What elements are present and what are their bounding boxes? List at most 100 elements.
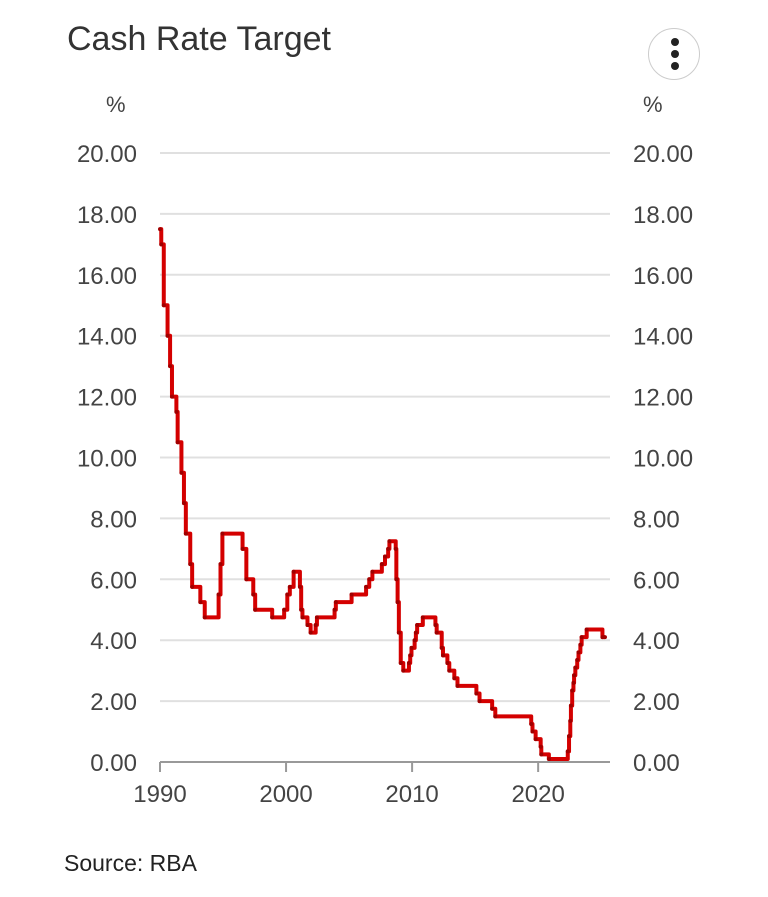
y-tick-label-right: 18.00 (633, 202, 693, 229)
data-point (313, 622, 318, 627)
y-tick-label-right: 12.00 (633, 385, 693, 412)
y-tick-label-left: 4.00 (90, 628, 137, 655)
data-point (308, 630, 313, 635)
data-point (568, 718, 573, 723)
data-point (445, 661, 450, 666)
data-point (567, 734, 572, 739)
data-point (386, 546, 391, 551)
data-point (401, 668, 406, 673)
y-tick-label-right: 2.00 (633, 689, 680, 716)
data-point (220, 531, 225, 536)
y-tick-label-right: 14.00 (633, 324, 693, 351)
data-point (474, 691, 479, 696)
x-tick-label: 2010 (385, 781, 438, 808)
line-chart: % % 0.00 0.00 2.00 2.00 4.00 4.00 6.00 6.00 8.00… (77, 92, 693, 808)
data-point (420, 615, 425, 620)
data-point (240, 546, 245, 551)
data-point (168, 364, 173, 369)
data-point (383, 554, 387, 559)
data-point (433, 622, 438, 627)
data-point (190, 584, 195, 589)
data-point (333, 600, 338, 605)
x-tick-label: 2000 (259, 781, 312, 808)
data-point (538, 744, 543, 749)
data-point (188, 562, 193, 567)
y-tick-label-left: 14.00 (77, 324, 137, 351)
rate-line (159, 227, 605, 761)
data-point (412, 638, 417, 643)
data-point (175, 440, 180, 445)
data-point (415, 622, 420, 627)
data-point (158, 227, 162, 232)
x-tick-label: 1990 (133, 781, 186, 808)
data-point (406, 661, 411, 666)
data-point (299, 607, 304, 612)
data-point (490, 706, 495, 711)
data-point (216, 592, 221, 597)
data-point (493, 714, 498, 719)
data-point (270, 615, 275, 620)
data-point (282, 607, 287, 612)
data-point (579, 635, 584, 640)
y-tick-label-left: 20.00 (77, 141, 137, 168)
data-point (409, 645, 414, 650)
data-point (396, 630, 401, 635)
data-point (332, 607, 337, 612)
data-point (394, 577, 399, 582)
data-point (452, 676, 457, 681)
data-point (530, 729, 535, 734)
y-tick-label-right: 4.00 (633, 628, 680, 655)
data-point (198, 600, 203, 605)
more-options-button[interactable] (648, 28, 700, 80)
data-point (387, 539, 392, 544)
y-tick-label-left: 12.00 (77, 385, 137, 412)
y-tick-label-left: 0.00 (90, 750, 137, 777)
data-point (447, 668, 452, 673)
y-tick-label-left: 10.00 (77, 446, 137, 473)
data-point (183, 531, 188, 536)
more-vertical-icon (671, 50, 679, 58)
data-point (439, 645, 444, 650)
data-point (572, 673, 577, 678)
data-point (253, 607, 258, 612)
more-vertical-icon (671, 62, 679, 70)
data-point (578, 642, 583, 647)
data-point (568, 703, 573, 708)
data-point (395, 600, 400, 605)
data-point (169, 394, 174, 399)
y-tick-label-right: 8.00 (633, 506, 680, 533)
y-tick-label-left: 6.00 (90, 567, 137, 594)
y-tick-label-right: 10.00 (633, 446, 693, 473)
data-point (575, 657, 580, 662)
y-tick-label-right: 6.00 (633, 567, 680, 594)
data-point (584, 627, 589, 632)
data-point (379, 562, 384, 567)
y-tick-label-right: 0.00 (633, 750, 680, 777)
data-point (367, 577, 372, 582)
data-point (161, 303, 166, 308)
data-point (413, 630, 418, 635)
data-point (571, 680, 576, 685)
data-point (529, 721, 534, 726)
data-point (539, 752, 544, 757)
y-axis-label-left: % (106, 92, 126, 117)
data-point (300, 615, 305, 620)
data-point (314, 615, 319, 620)
data-point (165, 333, 170, 338)
data-point (370, 569, 375, 574)
data-point (570, 688, 575, 693)
x-tick-label: 2020 (511, 781, 564, 808)
y-tick-label-left: 2.00 (90, 689, 137, 716)
y-tick-label-left: 16.00 (77, 263, 137, 290)
y-tick-label-right: 16.00 (633, 263, 693, 290)
data-point (181, 501, 186, 506)
data-point (576, 650, 581, 655)
data-point (179, 470, 184, 475)
data-point (297, 584, 302, 589)
data-point (440, 653, 445, 658)
data-point (533, 737, 538, 742)
data-point (477, 699, 482, 704)
y-tick-label-left: 8.00 (90, 506, 137, 533)
data-point (408, 653, 413, 658)
